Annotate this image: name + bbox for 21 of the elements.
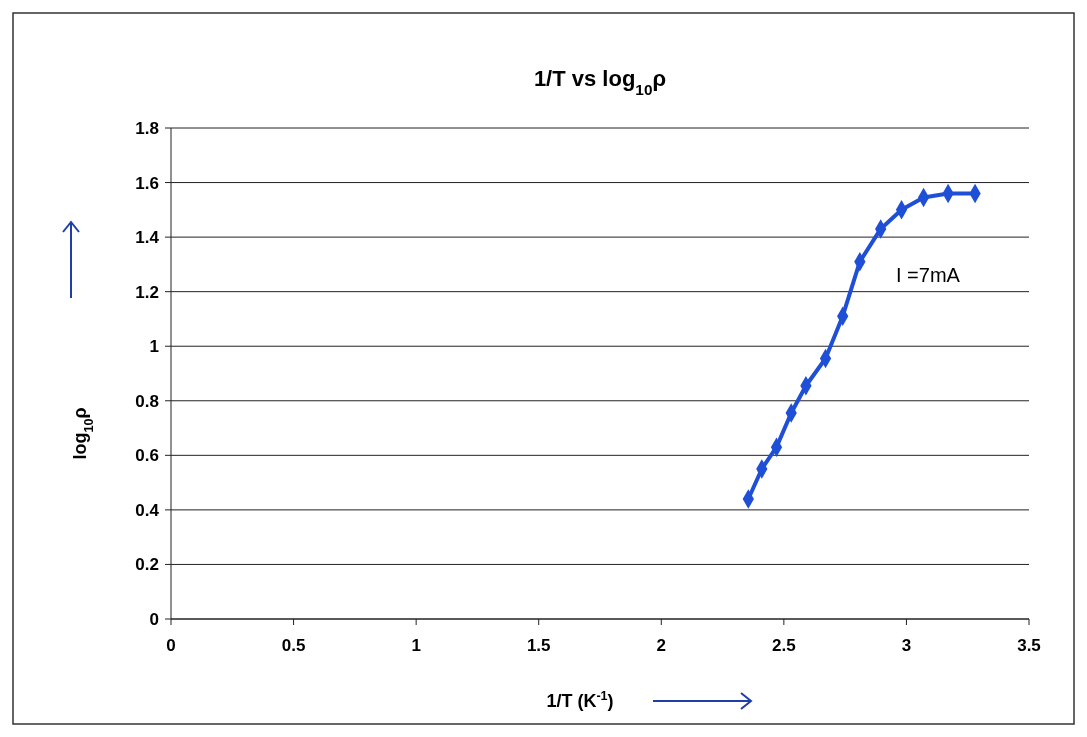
y-tick-label: 0.6 <box>135 446 159 466</box>
y-tick-label: 1.4 <box>135 228 160 248</box>
y-tick-label: 1.8 <box>135 119 159 138</box>
y-tick-label: 1.6 <box>135 173 159 193</box>
x-tick-label: 2 <box>656 636 667 655</box>
x-tick-label: 2.5 <box>772 636 796 655</box>
x-tick-label: 1.5 <box>526 636 551 655</box>
chart-title: 1/T vs log$_{10}$ρ <box>533 66 667 98</box>
x-tick-label: 0.5 <box>281 636 306 655</box>
x-tick-label: 1 <box>411 636 421 655</box>
annotation: I =7mA <box>896 264 961 286</box>
x-tick-label: 0 <box>166 636 176 655</box>
y-tick-label: 0.2 <box>135 555 159 575</box>
y-tick-label: 0 <box>149 610 159 629</box>
x-tick-label: 3.5 <box>1017 636 1041 655</box>
y-tick-label: 1.2 <box>135 282 159 302</box>
x-tick-label: 3 <box>901 636 912 655</box>
y-tick-label: 1 <box>149 337 159 357</box>
x-axis-title: 1/T (K$^{-1}$) <box>546 689 614 711</box>
y-tick-label: 0.8 <box>135 391 159 411</box>
y-tick-label: 0.4 <box>135 500 160 520</box>
